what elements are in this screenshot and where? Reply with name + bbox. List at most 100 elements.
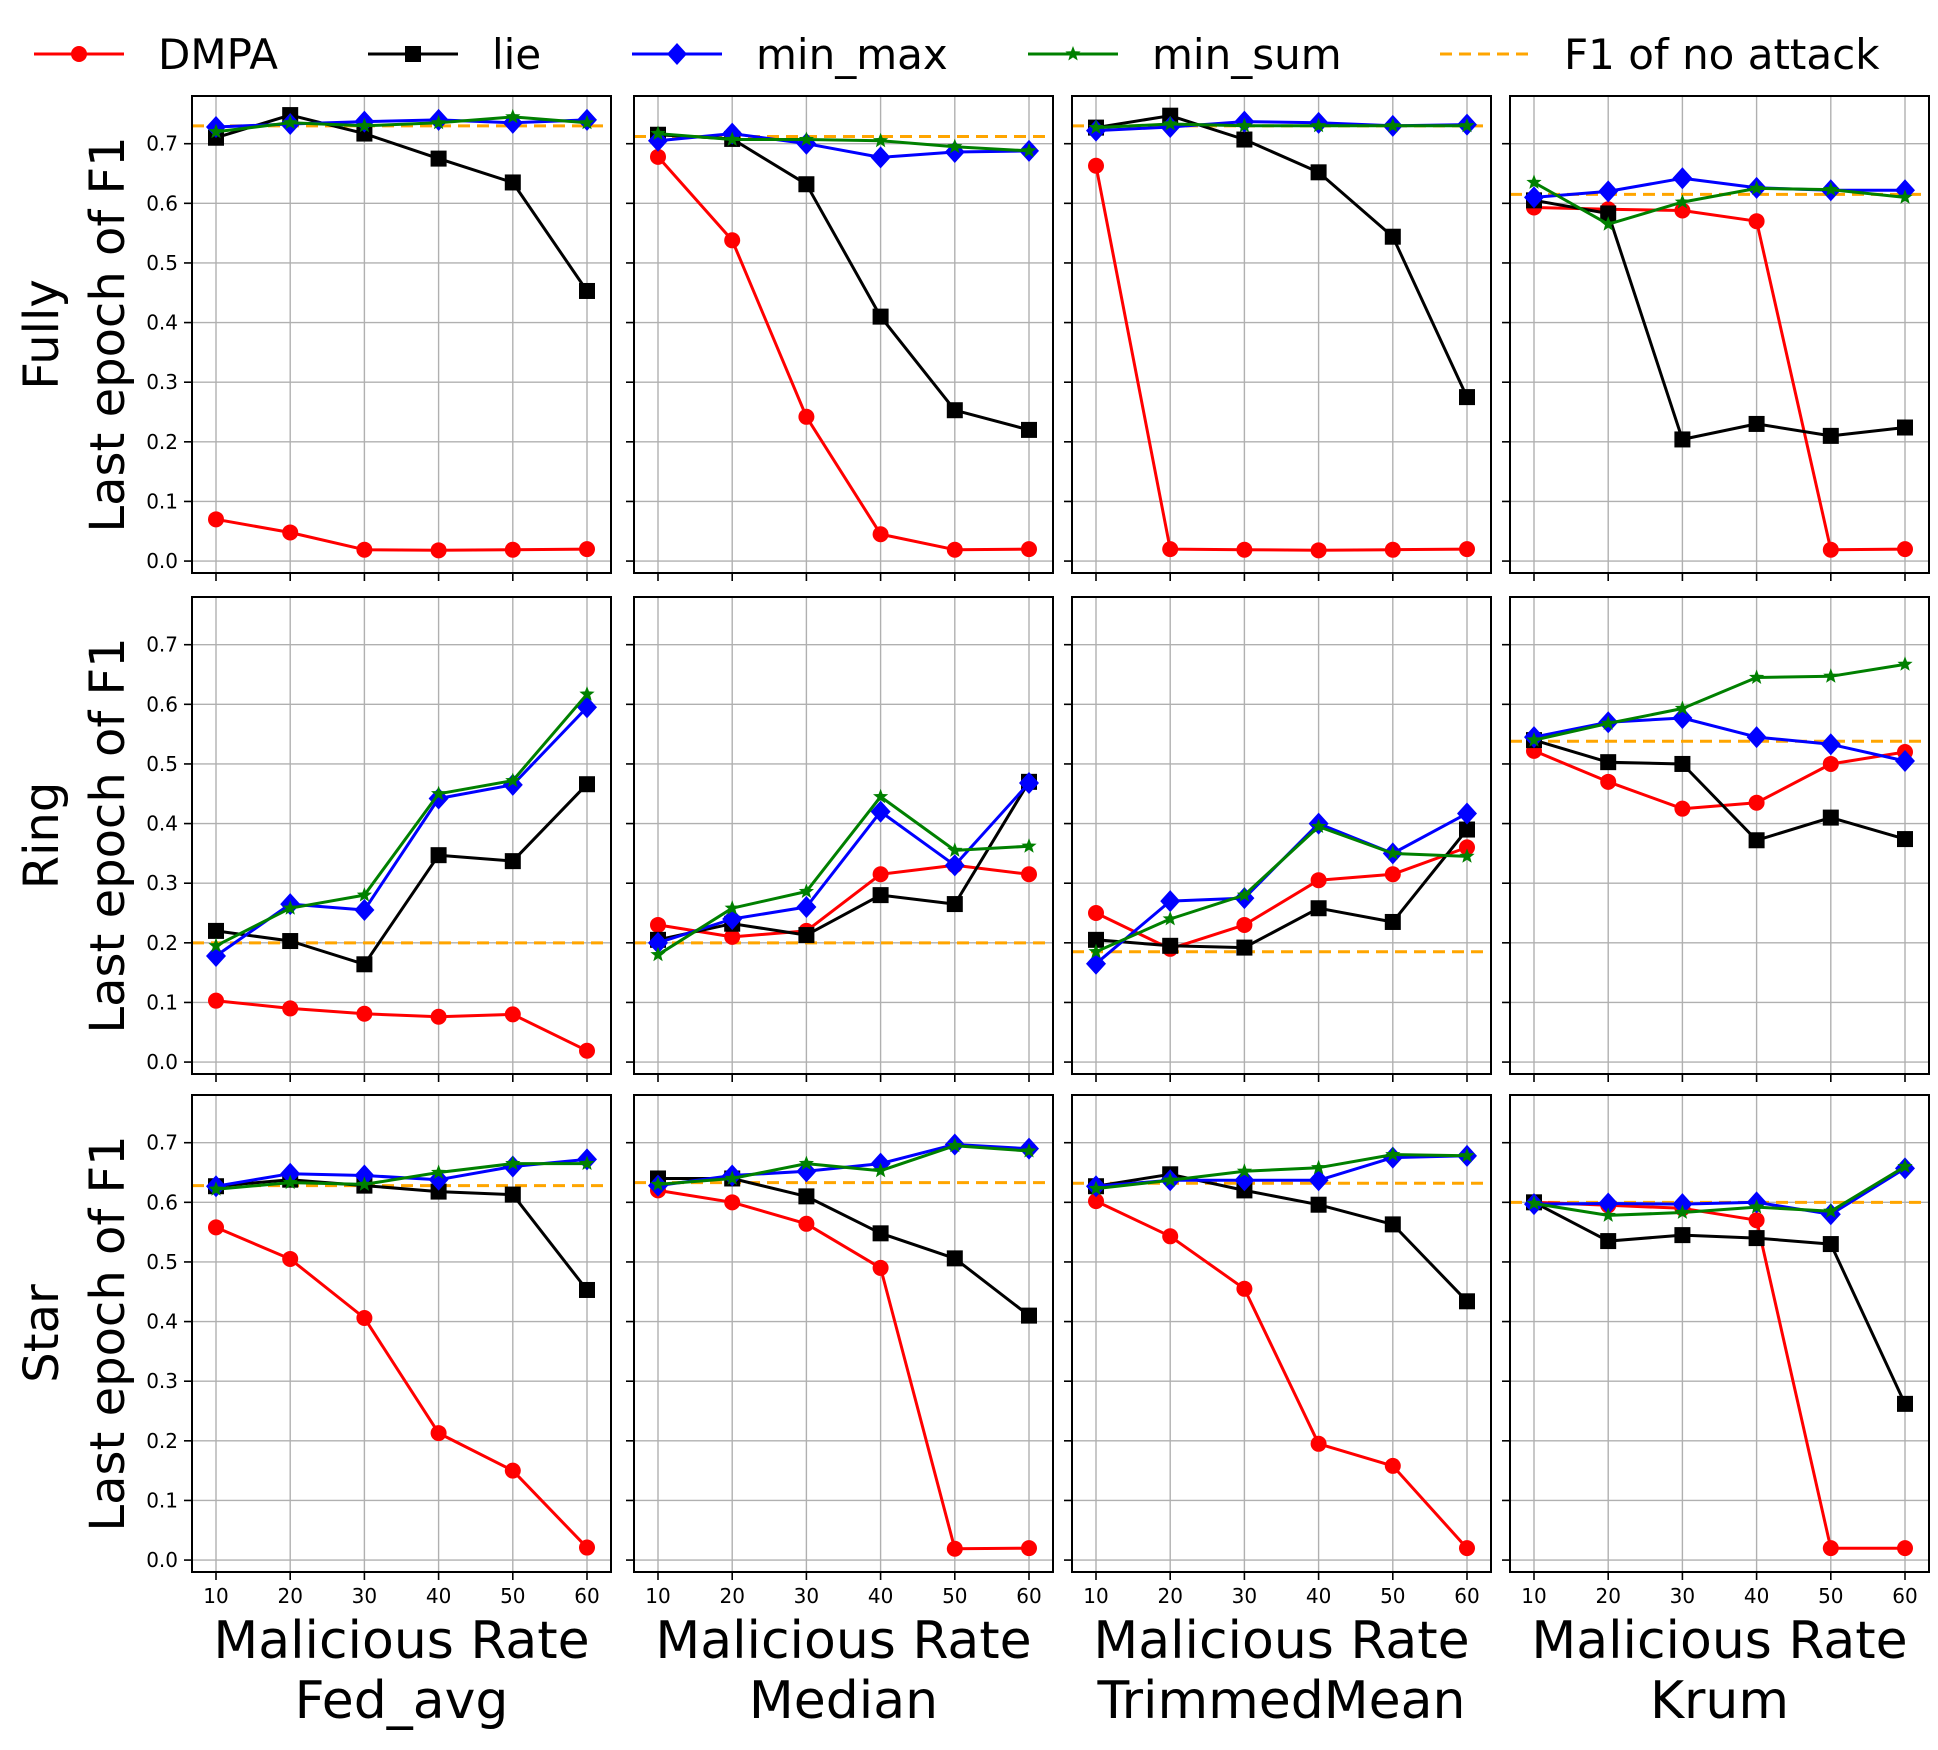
data-point <box>430 1008 447 1025</box>
x-tick-label: 60 <box>1016 1584 1041 1608</box>
data-point <box>1749 669 1765 684</box>
data-point <box>1823 1203 1839 1218</box>
data-point <box>1897 1158 1913 1173</box>
series-line <box>215 999 588 1053</box>
data-point <box>1384 1457 1401 1474</box>
data-point <box>579 1155 595 1170</box>
data-point <box>208 1219 224 1236</box>
y-tick-label: 0.7 <box>146 132 178 156</box>
y-tick-label: 0.7 <box>146 1131 178 1155</box>
data-point <box>872 308 889 325</box>
data-point <box>1897 541 1913 558</box>
y-tick-label: 0.2 <box>146 1429 178 1453</box>
data-point <box>870 800 891 823</box>
panel-frame <box>1509 1094 1930 1573</box>
data-point <box>724 900 740 915</box>
legend-marker <box>667 43 687 65</box>
data-point <box>1160 890 1181 913</box>
data-point <box>722 907 743 930</box>
data-point <box>946 896 963 913</box>
plot-area <box>634 96 1053 573</box>
data-point <box>1822 541 1839 558</box>
data-point <box>356 117 372 133</box>
data-point <box>1748 1212 1765 1229</box>
data-point <box>430 1183 447 1200</box>
series-lie <box>1088 107 1475 406</box>
column-label-name: Median <box>749 1671 938 1731</box>
data-point <box>1162 541 1179 558</box>
data-point <box>1310 164 1327 181</box>
x-tick-label: 10 <box>203 1584 228 1608</box>
series-min-sum <box>1088 818 1475 959</box>
series-DMPA <box>208 992 595 1059</box>
data-point <box>1384 913 1401 930</box>
data-point <box>1162 116 1178 131</box>
data-point <box>1310 1435 1327 1452</box>
column-label-name: Fed_avg <box>295 1671 509 1731</box>
data-point <box>648 931 668 954</box>
series-line <box>1095 114 1469 398</box>
y-tick-label: 0.0 <box>146 549 178 573</box>
x-tick-label: 40 <box>1744 1584 1769 1608</box>
series-line <box>1533 1167 1906 1216</box>
data-point <box>1600 216 1616 231</box>
data-point <box>356 541 373 558</box>
data-point <box>947 842 963 857</box>
series-min-sum <box>208 108 595 139</box>
data-point <box>1526 174 1542 189</box>
series-min-sum <box>650 1137 1037 1191</box>
panel-ring-fed_avg: 0.0 0.1 0.2 0.3 0.4 0.5 0.6 0.7 <box>146 596 612 1082</box>
data-point <box>430 150 447 167</box>
column-label-name: TrimmedMean <box>1097 1671 1466 1731</box>
data-point <box>1162 1228 1179 1245</box>
data-point <box>872 1225 889 1242</box>
series-lie <box>1526 1194 1913 1412</box>
series-line <box>657 863 1030 939</box>
data-point <box>579 1281 595 1298</box>
data-point <box>1236 131 1253 148</box>
data-point <box>1311 117 1327 133</box>
data-point <box>650 916 666 933</box>
data-point <box>504 174 521 191</box>
data-point <box>1895 749 1915 772</box>
data-point <box>356 1176 372 1191</box>
data-point <box>354 1164 375 1187</box>
data-point <box>1600 205 1617 222</box>
plot-area <box>192 597 611 1074</box>
plot-area <box>192 1095 611 1572</box>
data-point <box>1600 773 1617 790</box>
data-point <box>579 282 595 299</box>
data-point <box>1236 939 1253 956</box>
series-lie <box>208 107 595 299</box>
data-point <box>208 511 224 528</box>
data-point <box>504 1462 521 1479</box>
x-tick-label: 60 <box>1892 1584 1917 1608</box>
data-point <box>724 232 741 249</box>
data-point <box>1526 1195 1542 1210</box>
x-tick-label: 20 <box>1595 1584 1620 1608</box>
y-tick-label: 0.4 <box>146 311 178 335</box>
data-point <box>356 1005 373 1022</box>
panel-star-median: 10 20 30 40 50 60 <box>626 1094 1054 1608</box>
data-point <box>1748 415 1765 432</box>
y-tick-label: 0.5 <box>146 251 178 275</box>
legend-label: min_sum <box>1152 30 1342 79</box>
data-point <box>1674 800 1691 817</box>
data-point <box>1598 180 1619 203</box>
panel-frame <box>1071 1094 1492 1573</box>
row-label-name: Star <box>14 1284 70 1383</box>
x-tick-label: 20 <box>277 1584 302 1608</box>
data-point <box>1820 733 1841 756</box>
data-point <box>1459 839 1475 856</box>
series-line <box>657 795 1030 957</box>
data-point <box>430 1425 447 1442</box>
x-tick-label: 20 <box>1157 1584 1182 1608</box>
data-point <box>505 108 521 124</box>
data-point <box>1162 107 1179 124</box>
data-point <box>1021 1307 1037 1324</box>
row-label-ylabel: Last epoch of F1 <box>80 136 136 532</box>
x-tick-label: 30 <box>1232 1584 1257 1608</box>
series-line <box>1533 206 1906 552</box>
data-point <box>1897 831 1913 848</box>
plot-area <box>1510 96 1929 573</box>
